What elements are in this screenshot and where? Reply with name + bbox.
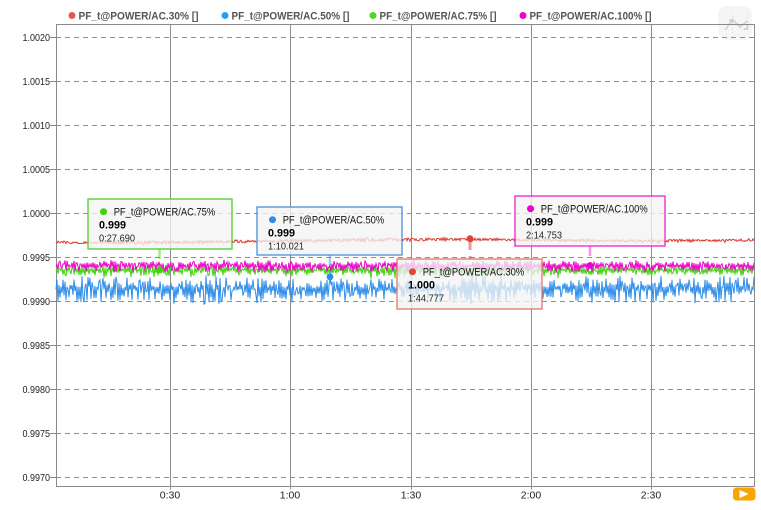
svg-text:0.9970: 0.9970 — [23, 472, 51, 484]
svg-text:1.0010: 1.0010 — [23, 120, 51, 132]
svg-text:0.999: 0.999 — [99, 219, 126, 231]
svg-text:0.9975: 0.9975 — [23, 428, 51, 440]
svg-text:1.0020: 1.0020 — [23, 32, 51, 44]
svg-text:1.0005: 1.0005 — [23, 164, 51, 176]
svg-text:0.999: 0.999 — [268, 227, 295, 239]
svg-text:1:30: 1:30 — [401, 490, 422, 502]
svg-text:1.0000: 1.0000 — [23, 208, 51, 220]
svg-text:1:10.021: 1:10.021 — [268, 241, 304, 253]
svg-text:0.9990: 0.9990 — [23, 296, 51, 308]
svg-text:1.0015: 1.0015 — [23, 76, 51, 88]
svg-text:1:00: 1:00 — [280, 490, 301, 502]
svg-text:2:14.753: 2:14.753 — [526, 230, 562, 242]
svg-text:0:27.690: 0:27.690 — [99, 233, 135, 245]
svg-text:PF_t@POWER/AC.100%: PF_t@POWER/AC.100% — [541, 204, 648, 216]
svg-text:PF_t@POWER/AC.30% []: PF_t@POWER/AC.30% [] — [79, 11, 199, 23]
svg-text:1.000: 1.000 — [408, 279, 435, 291]
svg-text:1:44.777: 1:44.777 — [408, 293, 444, 305]
svg-text:0.9995: 0.9995 — [23, 252, 51, 264]
svg-text:2:30: 2:30 — [641, 490, 662, 502]
svg-text:PF_t@POWER/AC.30%: PF_t@POWER/AC.30% — [423, 267, 525, 279]
svg-text:0.999: 0.999 — [526, 216, 553, 228]
svg-text:PF_t@POWER/AC.50% []: PF_t@POWER/AC.50% [] — [232, 11, 350, 23]
svg-text:0:30: 0:30 — [160, 490, 181, 502]
svg-text:PF_t@POWER/AC.100% []: PF_t@POWER/AC.100% [] — [530, 11, 652, 23]
svg-text:PF_t@POWER/AC.50%: PF_t@POWER/AC.50% — [283, 215, 385, 227]
svg-text:0.9985: 0.9985 — [23, 340, 51, 352]
svg-text:PF_t@POWER/AC.75%: PF_t@POWER/AC.75% — [114, 207, 216, 219]
svg-text:PF_t@POWER/AC.75% []: PF_t@POWER/AC.75% [] — [380, 11, 497, 23]
svg-text:2:00: 2:00 — [521, 490, 542, 502]
svg-text:0.9980: 0.9980 — [23, 384, 51, 396]
